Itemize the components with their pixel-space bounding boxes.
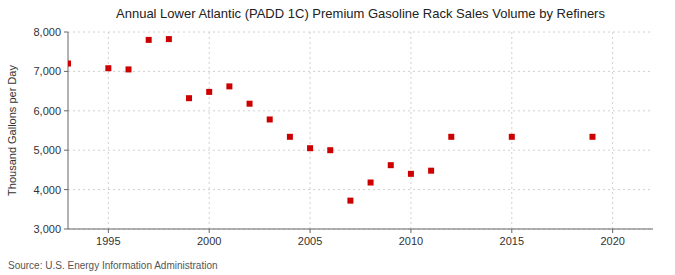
x-tick — [108, 229, 109, 233]
grid-line-y — [68, 32, 653, 33]
y-tick — [64, 110, 68, 111]
x-tick-label: 2005 — [298, 235, 322, 247]
x-tick — [511, 229, 512, 233]
page: {"chart_data": { "type": "scatter", "tit… — [0, 0, 675, 275]
grid-line-x — [209, 32, 210, 229]
chart: 1995 2000 2005 2010 2015 2020 3,000 4,000 5,000 6… — [0, 0, 675, 275]
point — [267, 116, 273, 122]
point — [247, 101, 253, 107]
point — [146, 37, 152, 43]
point — [428, 168, 434, 174]
point — [166, 36, 172, 42]
point — [589, 134, 595, 140]
x-tick — [410, 229, 411, 233]
x-tick-label: 2010 — [399, 235, 423, 247]
point — [126, 66, 132, 72]
grid — [68, 32, 653, 229]
y-tick-label: 7,000 — [33, 65, 61, 77]
axes: 1995 2000 2005 2010 2015 2020 3,000 4,000 5,000 6… — [33, 26, 653, 247]
point — [307, 145, 313, 151]
point — [226, 83, 232, 89]
point — [186, 95, 192, 101]
x-tick — [612, 229, 613, 233]
grid-line-y — [68, 150, 653, 151]
point — [388, 162, 394, 168]
point — [68, 61, 71, 67]
y-tick-label: 8,000 — [33, 26, 61, 38]
point — [509, 134, 515, 140]
grid-line-x — [310, 32, 311, 229]
y-tick — [64, 189, 68, 190]
y-tick — [64, 71, 68, 72]
y-tick-label: 4,000 — [33, 184, 61, 196]
x-tick — [209, 229, 210, 233]
x-tick-label: 2000 — [197, 235, 221, 247]
point — [206, 89, 212, 95]
grid-line-x — [511, 32, 512, 229]
grid-line-x — [410, 32, 411, 229]
x-axis-line — [68, 229, 653, 230]
y-tick — [64, 229, 68, 230]
points — [68, 36, 595, 204]
point — [347, 198, 353, 204]
grid-line-y — [68, 189, 653, 190]
source-note: Source: U.S. Energy Information Administ… — [8, 260, 218, 271]
x-tick-label: 2020 — [600, 235, 624, 247]
grid-line-x — [108, 32, 109, 229]
y-tick — [64, 150, 68, 151]
y-tick-label: 5,000 — [33, 144, 61, 156]
x-tick-label: 2015 — [500, 235, 524, 247]
point — [368, 180, 374, 186]
x-tick — [310, 229, 311, 233]
y-tick — [64, 32, 68, 33]
grid-line-y — [68, 110, 653, 111]
point — [287, 134, 293, 140]
title: Annual Lower Atlantic (PADD 1C) Premium … — [116, 6, 605, 21]
y-tick-label: 3,000 — [33, 223, 61, 235]
y-axis-label: Thousand Gallons per Day — [6, 65, 18, 196]
y-tick-label: 6,000 — [33, 105, 61, 117]
grid-line-x — [612, 32, 613, 229]
point — [448, 134, 454, 140]
point — [327, 147, 333, 153]
x-tick-label: 1995 — [96, 235, 120, 247]
point — [408, 171, 414, 177]
grid-line-y — [68, 71, 653, 72]
grid-line-y — [68, 229, 653, 230]
point — [105, 65, 111, 71]
